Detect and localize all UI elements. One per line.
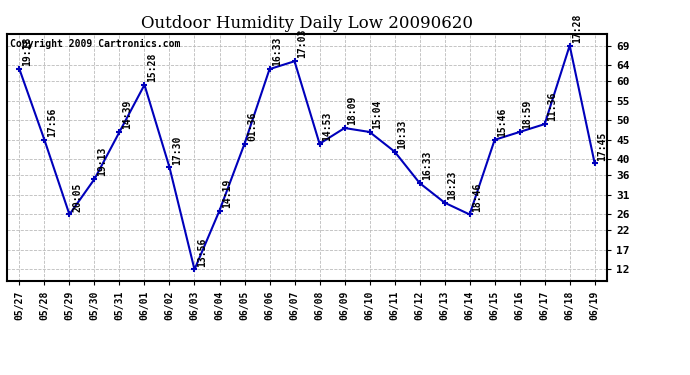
Text: 11:36: 11:36 [547,92,558,122]
Text: Copyright 2009 Cartronics.com: Copyright 2009 Cartronics.com [10,39,180,49]
Text: 19:13: 19:13 [97,147,107,176]
Text: 01:36: 01:36 [247,112,257,141]
Title: Outdoor Humidity Daily Low 20090620: Outdoor Humidity Daily Low 20090620 [141,15,473,32]
Text: 14:53: 14:53 [322,112,333,141]
Text: 14:39: 14:39 [122,100,132,129]
Text: 18:59: 18:59 [522,100,533,129]
Text: 17:03: 17:03 [297,29,307,58]
Text: 15:28: 15:28 [147,53,157,82]
Text: 17:30: 17:30 [172,135,182,165]
Text: 15:46: 15:46 [497,108,507,137]
Text: 17:45: 17:45 [598,131,607,160]
Text: 15:04: 15:04 [373,100,382,129]
Text: 19:18: 19:18 [22,37,32,66]
Text: 16:33: 16:33 [273,37,282,66]
Text: 17:56: 17:56 [47,108,57,137]
Text: 18:23: 18:23 [447,171,457,200]
Text: 18:46: 18:46 [473,182,482,212]
Text: 17:28: 17:28 [573,13,582,43]
Text: 18:09: 18:09 [347,96,357,125]
Text: 20:05: 20:05 [72,182,82,212]
Text: 16:33: 16:33 [422,151,433,180]
Text: 13:56: 13:56 [197,237,207,267]
Text: 10:33: 10:33 [397,120,407,149]
Text: 14:19: 14:19 [222,178,233,208]
